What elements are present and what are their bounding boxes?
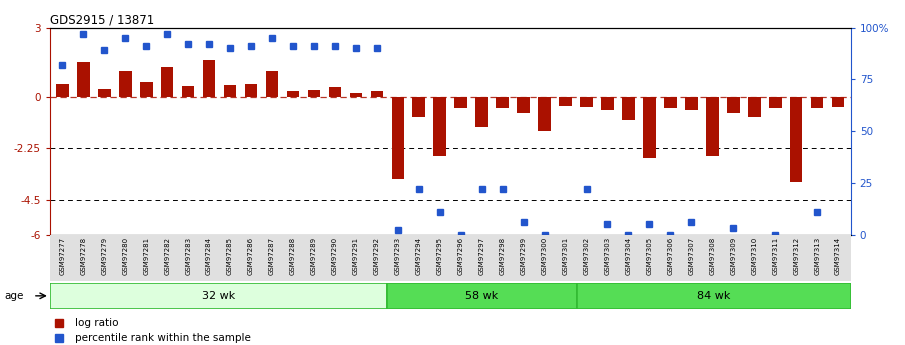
Bar [224,85,236,97]
Text: GSM97304: GSM97304 [625,237,632,275]
Bar [832,97,844,107]
Bar [580,97,593,107]
Text: GSM97281: GSM97281 [143,237,149,275]
Bar [119,71,131,97]
Bar [370,91,383,97]
Text: GSM97295: GSM97295 [437,237,443,275]
Text: GSM97308: GSM97308 [710,237,715,275]
Bar [349,93,362,97]
Bar [790,97,803,182]
Text: percentile rank within the sample: percentile rank within the sample [75,333,252,343]
Text: GSM97286: GSM97286 [248,237,254,275]
Text: GSM97287: GSM97287 [269,237,275,275]
Bar [56,84,69,97]
Bar [161,67,174,97]
Bar [538,97,551,131]
Bar [203,60,215,97]
Bar [685,97,698,110]
Text: 32 wk: 32 wk [202,291,235,301]
Text: GSM97285: GSM97285 [227,237,233,275]
Bar [748,97,760,117]
Text: GSM97303: GSM97303 [605,237,611,275]
Text: GSM97306: GSM97306 [667,237,673,275]
Text: GSM97293: GSM97293 [395,237,401,275]
Text: GDS2915 / 13871: GDS2915 / 13871 [50,13,154,27]
Bar [454,97,467,108]
Text: GSM97297: GSM97297 [479,237,485,275]
Text: GSM97294: GSM97294 [415,237,422,275]
Bar [244,84,257,97]
Bar [140,82,153,97]
Bar [576,283,851,309]
Text: GSM97282: GSM97282 [164,237,170,275]
Bar [387,283,576,309]
Bar [769,97,782,108]
Text: GSM97280: GSM97280 [122,237,129,275]
Text: GSM97300: GSM97300 [541,237,548,275]
Bar [518,97,530,113]
Bar [308,90,320,97]
Text: 58 wk: 58 wk [465,291,499,301]
Bar [475,97,488,127]
Text: age: age [5,291,24,301]
Text: GSM97278: GSM97278 [81,237,86,275]
Text: GSM97313: GSM97313 [814,237,820,275]
Text: GSM97283: GSM97283 [186,237,191,275]
Text: GSM97314: GSM97314 [835,237,841,275]
Bar [664,97,677,108]
Text: GSM97292: GSM97292 [374,237,380,275]
Bar [433,97,446,156]
Bar [622,97,634,120]
Text: GSM97289: GSM97289 [311,237,317,275]
Text: GSM97296: GSM97296 [458,237,463,275]
Bar [413,97,425,117]
Bar [811,97,824,108]
Bar [601,97,614,110]
Text: GSM97284: GSM97284 [206,237,212,275]
Text: GSM97277: GSM97277 [60,237,65,275]
Text: GSM97311: GSM97311 [772,237,778,275]
Bar [706,97,719,156]
Bar [287,91,300,97]
Bar [727,97,739,113]
Text: GSM97279: GSM97279 [101,237,108,275]
Text: GSM97298: GSM97298 [500,237,506,275]
Text: GSM97305: GSM97305 [646,237,653,275]
Text: GSM97307: GSM97307 [689,237,694,275]
Bar [329,87,341,97]
Text: GSM97309: GSM97309 [730,237,737,275]
Text: GSM97299: GSM97299 [520,237,527,275]
Bar [559,97,572,106]
Bar [50,283,387,309]
Bar [392,97,405,179]
Text: GSM97312: GSM97312 [793,237,799,275]
Text: GSM97291: GSM97291 [353,237,359,275]
Text: log ratio: log ratio [75,318,119,328]
Text: GSM97302: GSM97302 [584,237,589,275]
Text: GSM97288: GSM97288 [290,237,296,275]
Bar [98,89,110,97]
Text: GSM97310: GSM97310 [751,237,757,275]
Bar [182,86,195,97]
Text: 84 wk: 84 wk [697,291,730,301]
Bar [643,97,656,158]
Bar [496,97,509,108]
Bar [77,62,90,97]
Text: GSM97290: GSM97290 [332,237,338,275]
Text: GSM97301: GSM97301 [563,237,568,275]
Bar [266,71,279,97]
